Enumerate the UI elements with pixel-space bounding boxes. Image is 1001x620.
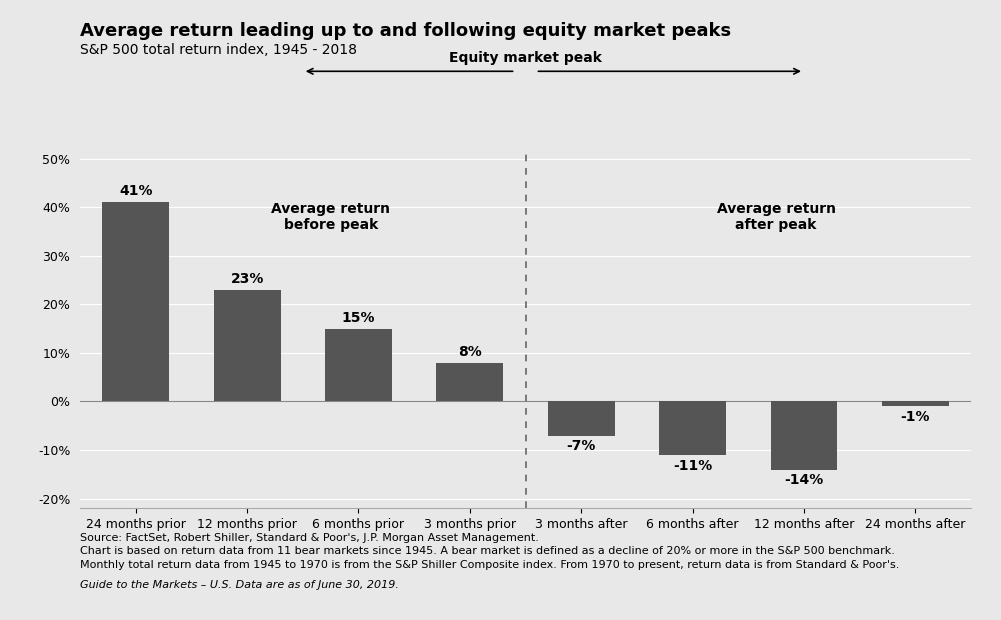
Bar	[214, 290, 280, 402]
Text: 23%: 23%	[230, 272, 264, 286]
Text: 8%: 8%	[458, 345, 481, 359]
Bar	[659, 402, 726, 455]
Bar	[102, 202, 169, 402]
Text: Average return leading up to and following equity market peaks: Average return leading up to and followi…	[80, 22, 731, 40]
Bar	[882, 402, 949, 406]
Bar	[548, 402, 615, 435]
Text: -11%: -11%	[673, 459, 712, 473]
Bar	[771, 402, 837, 469]
Text: -14%: -14%	[785, 474, 824, 487]
Text: Source: FactSet, Robert Shiller, Standard & Poor's, J.P. Morgan Asset Management: Source: FactSet, Robert Shiller, Standar…	[80, 533, 900, 570]
Text: -1%: -1%	[901, 410, 930, 424]
Text: Equity market peak: Equity market peak	[449, 51, 602, 65]
Text: -7%: -7%	[567, 440, 596, 453]
Text: S&P 500 total return index, 1945 - 2018: S&P 500 total return index, 1945 - 2018	[80, 43, 357, 58]
Text: Average return
after peak: Average return after peak	[717, 202, 836, 232]
Bar	[436, 363, 504, 402]
Text: 15%: 15%	[341, 311, 375, 325]
Text: 41%: 41%	[119, 184, 152, 198]
Bar	[325, 329, 391, 402]
Text: Guide to the Markets – U.S. Data are as of June 30, 2019.: Guide to the Markets – U.S. Data are as …	[80, 580, 399, 590]
Text: Average return
before peak: Average return before peak	[271, 202, 390, 232]
